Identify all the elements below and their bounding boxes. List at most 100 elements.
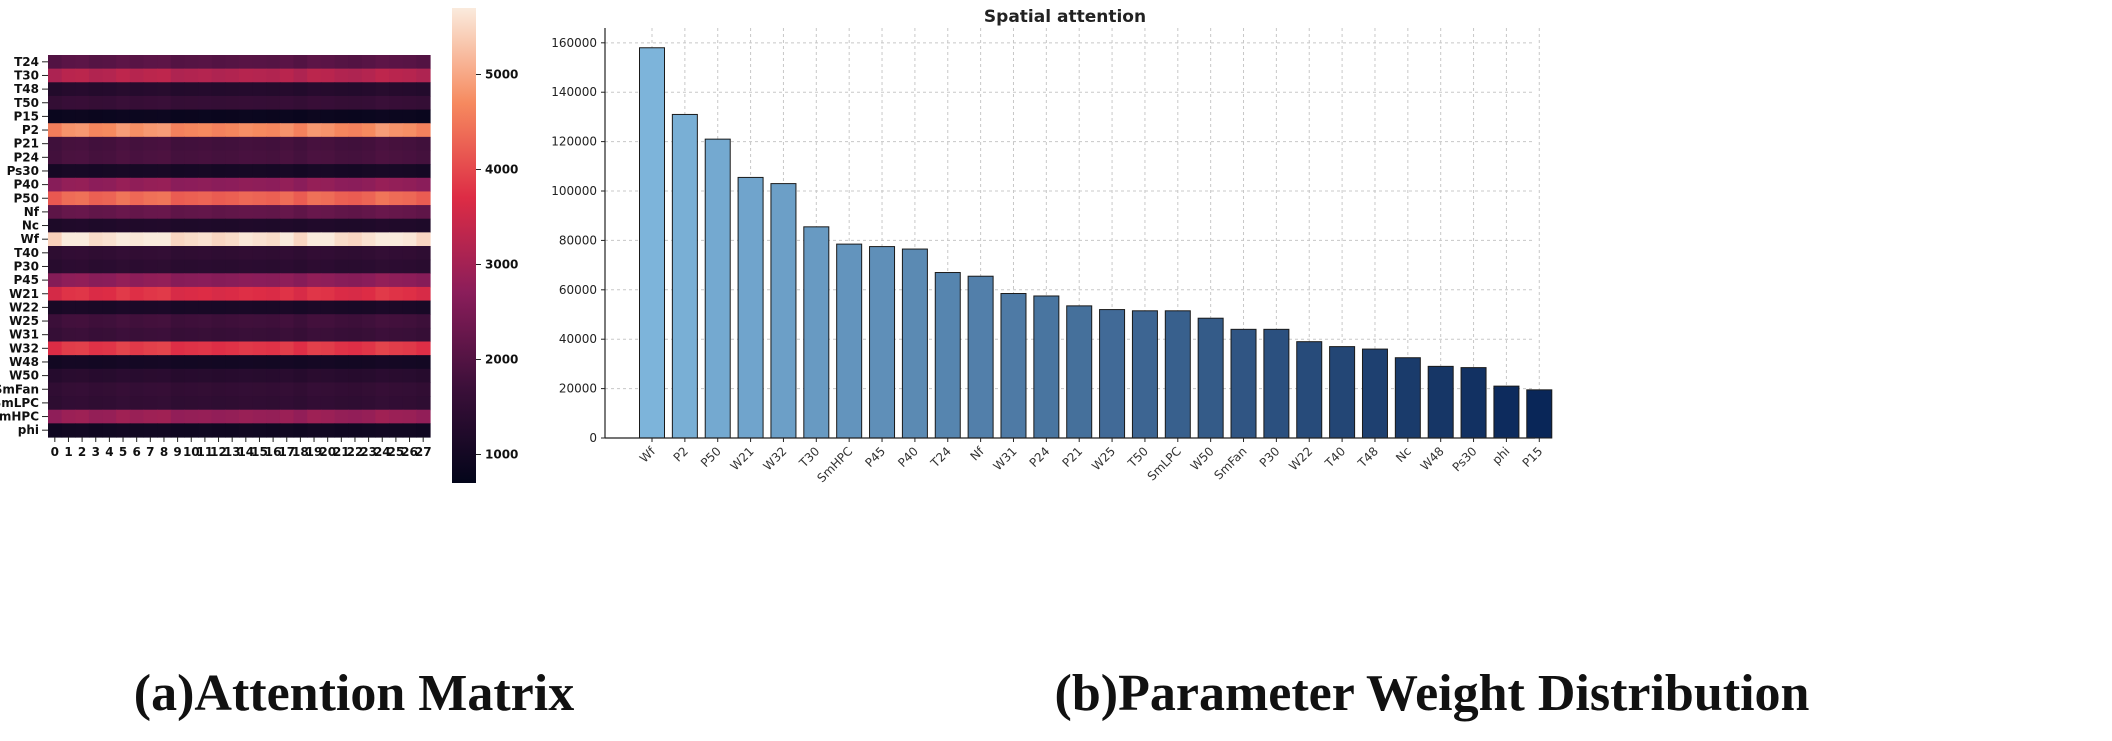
heatmap-cell-Ps30-26 bbox=[402, 164, 417, 179]
heatmap-cell-T40-6 bbox=[129, 246, 145, 261]
heatmap-cell-P21-23 bbox=[361, 136, 377, 152]
heatmap-cell-P15-4 bbox=[102, 109, 117, 124]
heatmap-cell-P30-13 bbox=[225, 259, 240, 274]
heatmap-col-label: 24 bbox=[374, 445, 391, 459]
heatmap-cell-T30-22 bbox=[348, 68, 363, 83]
heatmap-cell-phi-13 bbox=[225, 423, 240, 438]
heatmap-cell-P21-22 bbox=[348, 136, 363, 152]
heatmap-cell-P45-20 bbox=[320, 273, 336, 288]
heatmap-cell-P40-0 bbox=[48, 177, 63, 193]
heatmap-cell-T50-26 bbox=[402, 95, 417, 111]
heatmap-cell-T40-11 bbox=[198, 246, 213, 261]
heatmap-cell-P24-14 bbox=[239, 150, 254, 165]
heatmap-cell-phi-20 bbox=[320, 423, 336, 438]
heatmap-cell-W21-10 bbox=[184, 286, 199, 302]
bar-category-label: P50 bbox=[698, 444, 724, 470]
heatmap-cell-W31-8 bbox=[157, 327, 172, 343]
heatmap-cell-P40-18 bbox=[293, 177, 308, 193]
heatmap-cell-Nf-0 bbox=[48, 205, 63, 220]
heatmap-row-label: Nc bbox=[22, 219, 39, 233]
heatmap-cell-T48-11 bbox=[198, 82, 213, 97]
heatmap-cell-P24-7 bbox=[143, 150, 158, 165]
heatmap-cell-SmHPC-0 bbox=[48, 409, 63, 424]
heatmap-cell-Nf-25 bbox=[389, 205, 404, 220]
heatmap-cell-W48-8 bbox=[157, 355, 172, 370]
heatmap-cell-SmFan-8 bbox=[157, 382, 172, 397]
heatmap-row-label: T40 bbox=[14, 246, 39, 260]
heatmap-cell-P30-22 bbox=[348, 259, 363, 274]
heatmap-cell-Wf-0 bbox=[48, 232, 63, 247]
heatmap-row-label: P15 bbox=[14, 109, 40, 123]
heatmap-cell-Wf-12 bbox=[211, 232, 226, 247]
heatmap-cell-W21-18 bbox=[293, 286, 308, 302]
heatmap-cell-phi-15 bbox=[252, 423, 267, 438]
heatmap-cell-T30-18 bbox=[293, 68, 308, 83]
heatmap-cell-Ps30-14 bbox=[239, 164, 254, 179]
heatmap-cell-T50-4 bbox=[102, 95, 117, 111]
heatmap-cell-P45-22 bbox=[348, 273, 363, 288]
heatmap-cell-W21-25 bbox=[389, 286, 404, 302]
heatmap-cell-Ps30-1 bbox=[61, 164, 76, 179]
heatmap-cell-P30-15 bbox=[252, 259, 267, 274]
heatmap-cell-W48-18 bbox=[293, 355, 308, 370]
heatmap-cell-P45-25 bbox=[389, 273, 404, 288]
heatmap-cell-P21-15 bbox=[252, 136, 267, 152]
bar-P30 bbox=[1263, 328, 1290, 439]
bar-category-label: P45 bbox=[862, 444, 888, 470]
heatmap-cell-P40-11 bbox=[198, 177, 213, 193]
heatmap-cell-W32-5 bbox=[116, 341, 131, 356]
heatmap-cell-P40-10 bbox=[184, 177, 199, 193]
heatmap-cell-Nc-15 bbox=[252, 218, 267, 233]
heatmap-col-label: 3 bbox=[92, 445, 100, 459]
heatmap-cell-P45-2 bbox=[75, 273, 90, 288]
heatmap-cell-Nc-14 bbox=[239, 218, 254, 233]
heatmap-cell-P2-26 bbox=[402, 123, 417, 138]
heatmap-cell-Nf-18 bbox=[293, 205, 308, 220]
heatmap-cell-SmFan-13 bbox=[225, 382, 240, 397]
heatmap-cell-P24-10 bbox=[184, 150, 199, 165]
heatmap-cell-T30-27 bbox=[416, 68, 431, 83]
heatmap-cell-W25-19 bbox=[307, 314, 322, 329]
heatmap-cell-P40-12 bbox=[211, 177, 226, 193]
heatmap-cell-phi-9 bbox=[170, 423, 186, 438]
heatmap-cell-SmFan-6 bbox=[129, 382, 145, 397]
heatmap-cell-phi-12 bbox=[211, 423, 226, 438]
heatmap-cell-P40-6 bbox=[129, 177, 145, 193]
heatmap-cell-P30-10 bbox=[184, 259, 199, 274]
heatmap-cell-T48-10 bbox=[184, 82, 199, 97]
heatmap-cell-P50-2 bbox=[75, 191, 90, 206]
bar-y-tick-label: 40000 bbox=[559, 332, 597, 346]
heatmap-cell-W32-7 bbox=[143, 341, 158, 356]
bar-category-label: T24 bbox=[927, 444, 954, 471]
bar-y-tick-label: 20000 bbox=[559, 382, 597, 396]
heatmap-cell-W22-17 bbox=[279, 300, 295, 315]
heatmap-cell-Nf-1 bbox=[61, 205, 76, 220]
heatmap-row-label: SmHPC bbox=[0, 410, 39, 424]
heatmap-cell-P50-8 bbox=[157, 191, 172, 206]
heatmap-cell-T24-17 bbox=[279, 55, 295, 70]
heatmap-cell-W31-27 bbox=[416, 327, 431, 343]
heatmap-cell-P30-8 bbox=[157, 259, 172, 274]
heatmap-cell-W21-22 bbox=[348, 286, 363, 302]
heatmap-cell-P2-10 bbox=[184, 123, 199, 138]
heatmap-cell-P2-19 bbox=[307, 123, 322, 138]
heatmap-cell-T24-11 bbox=[198, 55, 213, 70]
heatmap-cell-Nf-10 bbox=[184, 205, 199, 220]
heatmap-cell-Wf-7 bbox=[143, 232, 158, 247]
heatmap-cell-P30-24 bbox=[375, 259, 390, 274]
bar-SmLPC bbox=[1164, 310, 1191, 439]
heatmap-cell-W25-1 bbox=[61, 314, 76, 329]
heatmap-cell-T50-6 bbox=[129, 95, 145, 111]
heatmap-cell-T50-20 bbox=[320, 95, 336, 111]
heatmap-cell-Ps30-23 bbox=[361, 164, 377, 179]
bar-category-label: P2 bbox=[671, 444, 691, 464]
heatmap-cell-P40-23 bbox=[361, 177, 377, 193]
heatmap-cell-Wf-27 bbox=[416, 232, 431, 247]
heatmap-cell-P24-24 bbox=[375, 150, 390, 165]
heatmap-cell-T30-14 bbox=[239, 68, 254, 83]
bar-category-label: W50 bbox=[1188, 444, 1217, 473]
heatmap-cell-SmHPC-22 bbox=[348, 409, 363, 424]
heatmap-cell-P45-27 bbox=[416, 273, 431, 288]
bar-y-tick-label: 100000 bbox=[551, 184, 597, 198]
heatmap-cell-W48-27 bbox=[416, 355, 431, 370]
